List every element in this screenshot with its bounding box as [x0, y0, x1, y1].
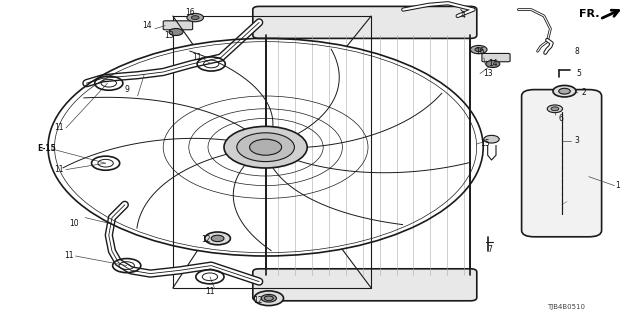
Circle shape — [211, 235, 224, 242]
Text: 11: 11 — [205, 287, 214, 296]
Text: 12: 12 — [202, 236, 211, 244]
Circle shape — [484, 135, 499, 143]
Text: 11: 11 — [192, 53, 202, 62]
Text: 11: 11 — [54, 165, 64, 174]
Text: 13: 13 — [164, 31, 174, 40]
Circle shape — [470, 45, 487, 54]
FancyBboxPatch shape — [253, 269, 477, 301]
Text: 6: 6 — [559, 114, 564, 123]
FancyBboxPatch shape — [522, 90, 602, 237]
Text: 9: 9 — [125, 85, 130, 94]
Circle shape — [547, 105, 563, 113]
Circle shape — [187, 13, 204, 22]
Circle shape — [559, 88, 570, 94]
Circle shape — [254, 291, 284, 306]
Circle shape — [553, 85, 576, 97]
FancyBboxPatch shape — [163, 21, 193, 30]
Text: 15: 15 — [480, 140, 490, 148]
Text: 8: 8 — [575, 47, 579, 56]
Text: 12: 12 — [253, 296, 262, 305]
Text: 1: 1 — [616, 181, 620, 190]
Circle shape — [551, 107, 559, 111]
Circle shape — [224, 126, 307, 168]
Text: 14: 14 — [142, 21, 152, 30]
Text: FR.: FR. — [579, 9, 600, 20]
Text: 5: 5 — [576, 69, 581, 78]
Text: 4: 4 — [461, 12, 466, 20]
Circle shape — [261, 294, 276, 302]
Text: 11: 11 — [54, 124, 64, 132]
Circle shape — [486, 60, 500, 68]
Circle shape — [169, 28, 183, 36]
FancyBboxPatch shape — [253, 6, 477, 38]
Circle shape — [205, 232, 230, 245]
Circle shape — [237, 133, 294, 162]
Text: 16: 16 — [186, 8, 195, 17]
Text: 14: 14 — [488, 60, 498, 68]
Text: 3: 3 — [574, 136, 579, 145]
Text: 10: 10 — [69, 220, 79, 228]
Circle shape — [191, 16, 199, 20]
Text: 11: 11 — [64, 252, 74, 260]
Circle shape — [475, 48, 483, 52]
Text: 16: 16 — [475, 47, 484, 56]
Text: E-15: E-15 — [37, 144, 56, 153]
Text: 7: 7 — [488, 245, 493, 254]
Text: TJB4B0510: TJB4B0510 — [547, 304, 585, 310]
FancyBboxPatch shape — [482, 53, 510, 62]
Text: 2: 2 — [581, 88, 586, 97]
Circle shape — [250, 139, 282, 155]
Text: 13: 13 — [483, 69, 493, 78]
